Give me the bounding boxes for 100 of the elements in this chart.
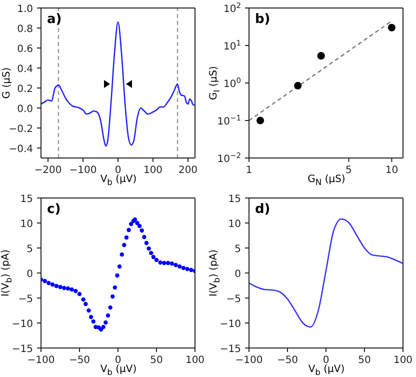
x-tick-label: 200 <box>178 165 198 176</box>
y-tick-label: 10$^{2}$ <box>223 0 242 15</box>
point <box>162 260 166 266</box>
point <box>66 286 70 291</box>
y-tick-label: 10 <box>228 219 241 230</box>
point <box>84 302 88 306</box>
y-tick-label: 10$^{0}$ <box>223 76 242 90</box>
y-tick-label: 15 <box>228 194 241 205</box>
y-tick-label: −10 <box>220 319 241 330</box>
x-tick-label: 50 <box>150 355 163 366</box>
y-tick-label: 1.0 <box>17 4 33 15</box>
x-tick-label: 100 <box>393 355 413 366</box>
point <box>88 314 94 320</box>
y-tick-label: 10$^{−1}$ <box>217 113 242 128</box>
y-tick-label: 15 <box>20 194 33 205</box>
y-tick-label: −0.4 <box>8 144 33 155</box>
x-tick-label: −100 <box>27 355 55 366</box>
point <box>170 261 174 266</box>
point <box>46 280 51 286</box>
point <box>42 278 47 284</box>
point <box>115 273 120 278</box>
point <box>154 258 159 262</box>
x-tick-label: 10 <box>385 165 398 176</box>
point <box>146 246 151 251</box>
y-tick-label: 10 <box>20 219 33 230</box>
y-axis-title: G (μS) <box>2 66 12 98</box>
point <box>110 294 115 299</box>
y-tick-label: 0.0 <box>17 104 33 115</box>
point <box>74 288 78 294</box>
x-axis-title: V$_{b}$ (μV) <box>100 364 137 377</box>
annotation: c) <box>47 202 61 217</box>
x-tick-label: 5 <box>346 165 352 176</box>
y-tick-label: 0.2 <box>17 84 33 95</box>
point <box>104 320 108 325</box>
y-tick-label: −5 <box>18 294 33 305</box>
annotation: a) <box>47 12 62 27</box>
point <box>140 228 144 233</box>
point <box>62 286 66 290</box>
point <box>181 266 186 270</box>
point <box>77 292 82 296</box>
x-tick-label: −50 <box>68 355 90 366</box>
point <box>128 222 134 226</box>
y-tick-label: −5 <box>226 294 241 305</box>
y-tick-label: 5 <box>26 244 33 255</box>
point <box>106 313 110 318</box>
point <box>124 235 129 240</box>
x-tick-label: 0 <box>114 165 122 176</box>
y-tick-label: −15 <box>220 344 241 355</box>
point <box>81 297 86 302</box>
x-tick-label: −100 <box>69 165 97 176</box>
point <box>101 324 106 330</box>
point <box>185 266 190 272</box>
point <box>149 250 154 256</box>
x-tick-label: 100 <box>185 355 205 366</box>
point <box>142 234 146 240</box>
x-tick-label: 50 <box>358 355 371 366</box>
annotation: d) <box>255 202 270 217</box>
point <box>54 284 59 288</box>
point <box>158 260 162 265</box>
x-axis-title: V$_{b}$ (μV) <box>100 174 137 187</box>
line-series <box>249 218 403 328</box>
y-tick-label: 0.6 <box>17 44 33 55</box>
point <box>86 308 91 313</box>
x-tick-label: −100 <box>235 355 263 366</box>
point <box>122 242 126 248</box>
point <box>137 224 142 228</box>
point <box>174 262 178 268</box>
y-tick-label: 5 <box>234 244 241 255</box>
x-tick-label: 100 <box>143 165 163 176</box>
x-tick-label: 0 <box>322 355 330 366</box>
y-tick-label: 10$^{1}$ <box>223 38 242 52</box>
point <box>135 220 140 226</box>
point <box>126 228 131 232</box>
x-tick-label: −200 <box>34 165 62 176</box>
point <box>120 252 124 257</box>
y-tick-label: 10$^{−2}$ <box>217 150 242 165</box>
x-tick-label: −50 <box>276 355 298 366</box>
point <box>58 284 62 290</box>
y-tick-label: −10 <box>12 319 33 330</box>
point <box>70 287 74 292</box>
annotation: b) <box>255 12 270 27</box>
point <box>189 268 194 272</box>
x-axis-title: G$_{N}$ (μS) <box>308 174 346 187</box>
point <box>151 254 156 260</box>
x-axis-title: V$_{b}$ (μV) <box>308 364 345 377</box>
y-tick-label: 0.4 <box>17 64 33 75</box>
y-tick-label: 0 <box>26 269 33 280</box>
point <box>144 240 149 246</box>
point <box>108 305 112 310</box>
x-tick-label: 0 <box>114 355 122 366</box>
y-tick-label: 0 <box>234 269 241 280</box>
y-tick-label: 0.8 <box>17 24 33 35</box>
point <box>91 319 96 324</box>
point <box>166 260 170 266</box>
x-tick-label: 1 <box>246 165 252 176</box>
y-tick-label: −15 <box>12 344 33 355</box>
y-tick-label: −0.2 <box>8 124 33 135</box>
point <box>177 264 182 269</box>
point <box>112 285 118 290</box>
point <box>50 282 55 287</box>
